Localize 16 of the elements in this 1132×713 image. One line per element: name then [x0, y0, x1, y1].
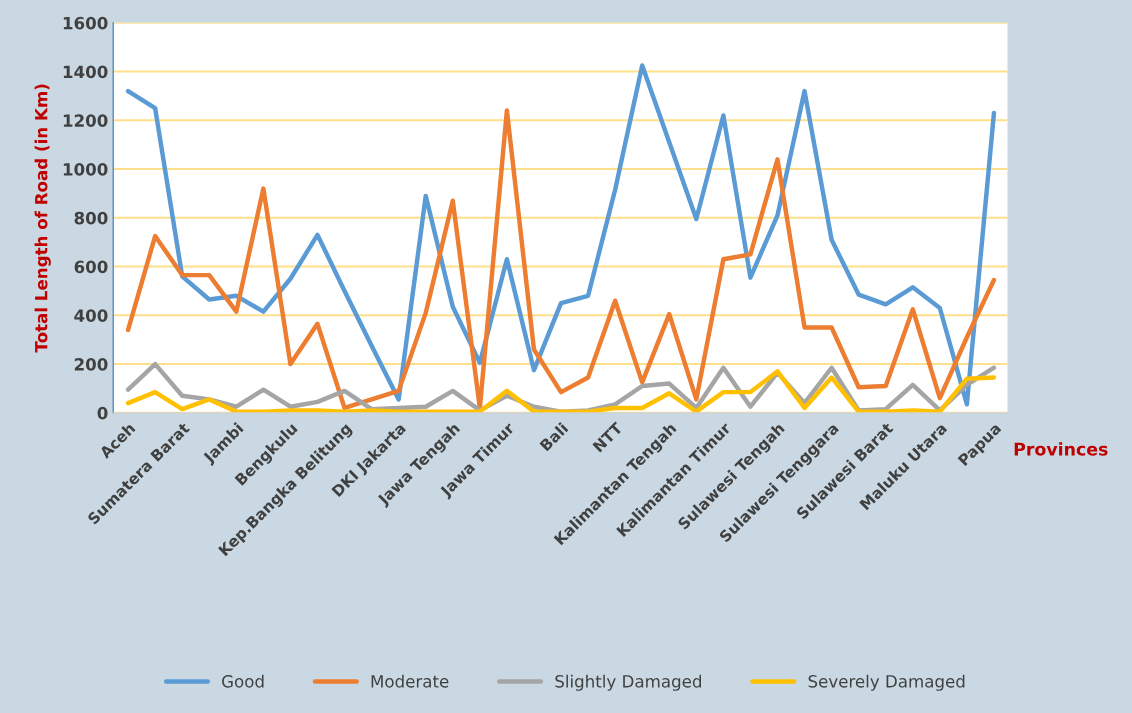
legend-label: Moderate	[371, 674, 449, 688]
y-axis-title: Total Length of Road (in Km)	[34, 84, 51, 353]
legend-label: Slightly Damaged	[555, 674, 701, 691]
legend-label: Severely Damaged	[808, 674, 965, 691]
y-tick-label: 1000	[63, 163, 108, 176]
y-tick-label: 0	[97, 406, 108, 420]
y-tick-label: 200	[74, 358, 108, 371]
y-tick-label: 600	[74, 260, 108, 274]
y-tick-label: 1200	[63, 114, 108, 127]
y-tick-label: 800	[74, 211, 108, 225]
y-tick-label: 1400	[63, 65, 108, 79]
x-axis-title: Provinces	[1014, 442, 1108, 456]
y-tick-label: 1600	[63, 16, 108, 30]
y-tick-label: 400	[74, 309, 108, 322]
line-series	[125, 369, 997, 413]
legend-label: Good	[222, 674, 264, 688]
